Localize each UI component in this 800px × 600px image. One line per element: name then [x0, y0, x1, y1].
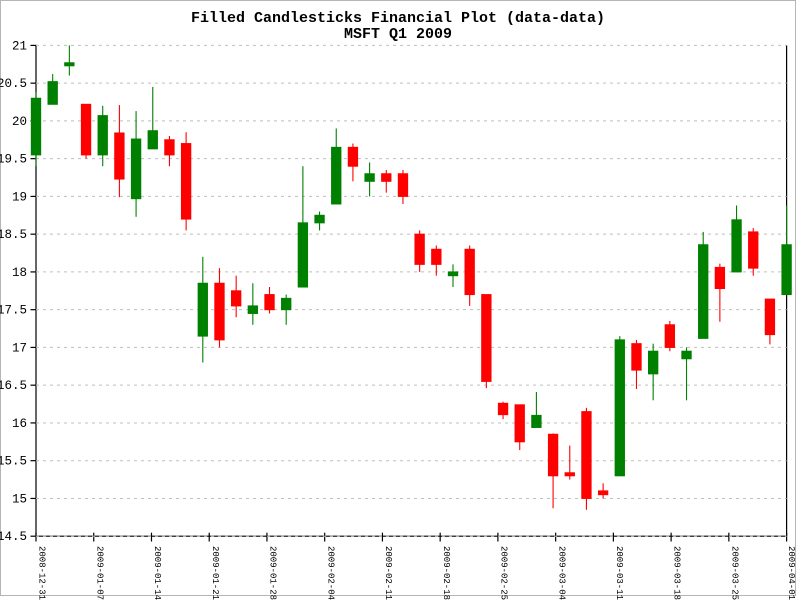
- svg-text:18: 18: [12, 266, 27, 280]
- svg-text:2009-02-04: 2009-02-04: [325, 546, 335, 600]
- svg-text:2009-02-18: 2009-02-18: [441, 546, 451, 600]
- svg-text:14.5: 14.5: [0, 530, 27, 544]
- svg-text:2009-03-04: 2009-03-04: [556, 546, 566, 600]
- svg-text:16: 16: [12, 417, 27, 431]
- svg-text:2009-01-21: 2009-01-21: [210, 546, 220, 600]
- svg-text:2008-12-31: 2008-12-31: [37, 546, 47, 600]
- svg-text:19.5: 19.5: [0, 153, 27, 167]
- svg-text:2009-02-25: 2009-02-25: [499, 546, 509, 600]
- svg-text:2009-03-11: 2009-03-11: [614, 546, 624, 600]
- svg-text:20.5: 20.5: [0, 77, 27, 91]
- svg-text:16.5: 16.5: [0, 379, 27, 393]
- svg-text:17: 17: [12, 341, 27, 355]
- svg-text:2009-02-11: 2009-02-11: [383, 546, 393, 600]
- svg-text:19: 19: [12, 190, 27, 204]
- svg-text:2009-01-14: 2009-01-14: [152, 546, 162, 600]
- svg-text:15.5: 15.5: [0, 455, 27, 469]
- svg-text:2009-01-28: 2009-01-28: [268, 546, 278, 600]
- svg-text:2009-03-25: 2009-03-25: [729, 546, 739, 600]
- svg-text:17.5: 17.5: [0, 304, 27, 318]
- svg-text:2009-03-18: 2009-03-18: [672, 546, 682, 600]
- svg-text:15: 15: [12, 492, 27, 506]
- svg-text:20: 20: [12, 115, 27, 129]
- svg-text:2009-04-01: 2009-04-01: [786, 546, 796, 600]
- svg-text:18.5: 18.5: [0, 228, 27, 242]
- svg-text:2009-01-07: 2009-01-07: [94, 546, 104, 600]
- svg-text:21: 21: [12, 39, 27, 53]
